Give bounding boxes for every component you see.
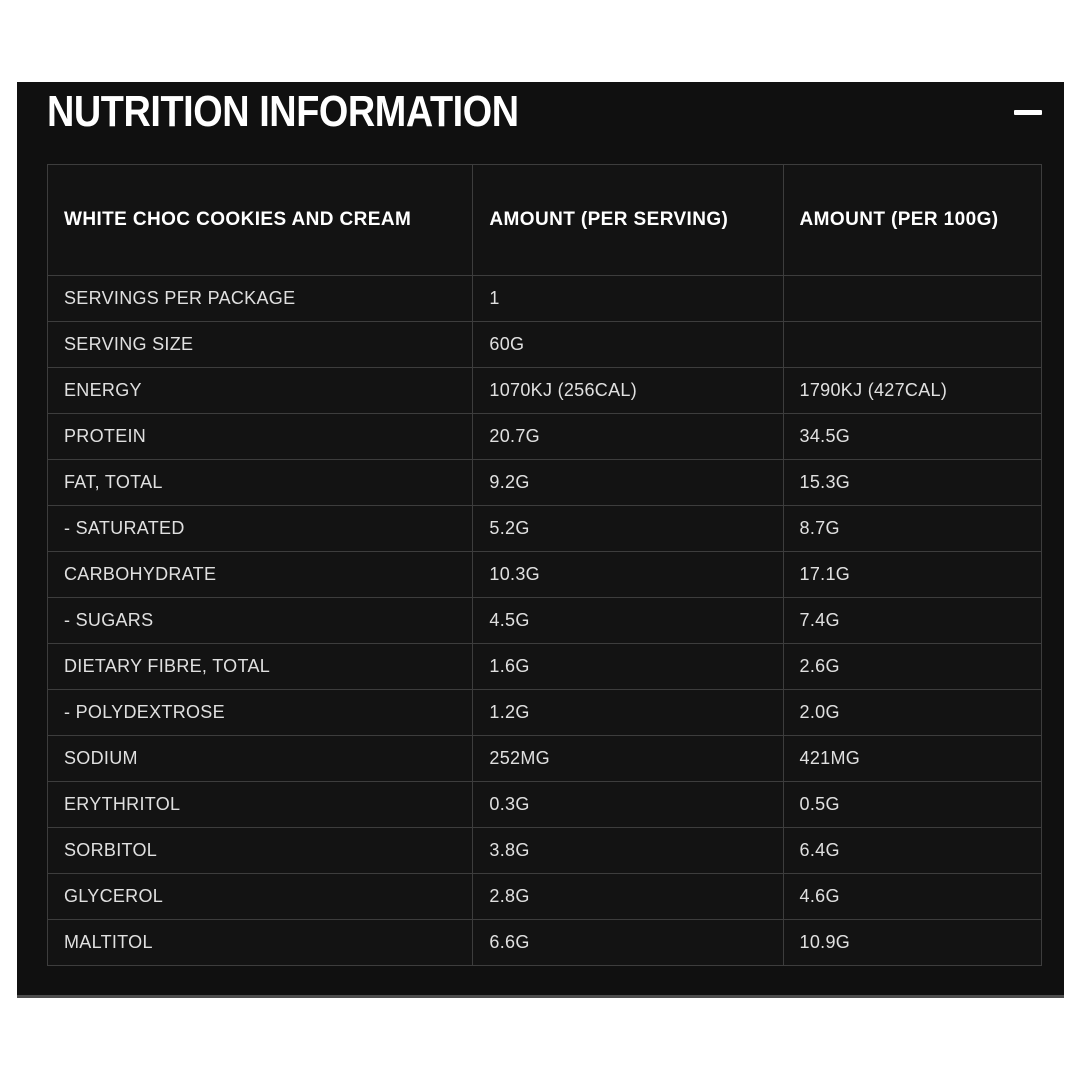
nutrition-table: WHITE CHOC COOKIES AND CREAM AMOUNT (PER… bbox=[46, 164, 1043, 966]
column-header-per-serving: AMOUNT (PER SERVING) bbox=[472, 164, 784, 276]
row-per-serving: 6.6G bbox=[472, 919, 784, 966]
row-per-100g: 421MG bbox=[782, 735, 1043, 782]
row-per-100g: 4.6G bbox=[782, 873, 1043, 920]
row-per-100g: 7.4G bbox=[782, 597, 1043, 644]
table-row: PROTEIN 20.7G 34.5G bbox=[46, 413, 1043, 460]
row-per-serving: 252MG bbox=[472, 735, 784, 782]
row-label: CARBOHYDRATE bbox=[46, 551, 474, 598]
row-label: - SATURATED bbox=[46, 505, 474, 552]
row-per-100g: 0.5G bbox=[782, 781, 1043, 828]
minus-icon[interactable] bbox=[1014, 109, 1042, 115]
row-label: ERYTHRITOL bbox=[46, 781, 474, 828]
row-per-serving: 3.8G bbox=[472, 827, 784, 874]
row-label: SODIUM bbox=[46, 735, 474, 782]
table-row: ENERGY 1070KJ (256CAL) 1790KJ (427CAL) bbox=[46, 367, 1043, 414]
table-row: ERYTHRITOL 0.3G 0.5G bbox=[46, 781, 1043, 828]
row-per-100g: 34.5G bbox=[782, 413, 1043, 460]
row-per-serving: 1 bbox=[472, 275, 784, 322]
row-per-serving: 60G bbox=[472, 321, 784, 368]
table-row: DIETARY FIBRE, TOTAL 1.6G 2.6G bbox=[46, 643, 1043, 690]
accordion-title: NUTRITION INFORMATION bbox=[47, 87, 519, 136]
table-row: MALTITOL 6.6G 10.9G bbox=[46, 919, 1043, 966]
row-per-100g: 6.4G bbox=[782, 827, 1043, 874]
row-per-serving: 4.5G bbox=[472, 597, 784, 644]
row-per-serving: 5.2G bbox=[472, 505, 784, 552]
table-row: GLYCEROL 2.8G 4.6G bbox=[46, 873, 1043, 920]
row-label: SERVING SIZE bbox=[46, 321, 474, 368]
row-label: PROTEIN bbox=[46, 413, 474, 460]
row-per-100g bbox=[782, 275, 1043, 322]
nutrition-accordion-panel: NUTRITION INFORMATION WHITE CHOC COOKIES… bbox=[17, 82, 1064, 998]
table-row: CARBOHYDRATE 10.3G 17.1G bbox=[46, 551, 1043, 598]
row-label: ENERGY bbox=[46, 367, 474, 414]
row-per-100g: 15.3G bbox=[782, 459, 1043, 506]
column-header-product: WHITE CHOC COOKIES AND CREAM bbox=[46, 164, 474, 276]
table-row: SERVINGS PER PACKAGE 1 bbox=[46, 275, 1043, 322]
table-row: - SATURATED 5.2G 8.7G bbox=[46, 505, 1043, 552]
table-header-row: WHITE CHOC COOKIES AND CREAM AMOUNT (PER… bbox=[46, 164, 1043, 276]
table-row: - SUGARS 4.5G 7.4G bbox=[46, 597, 1043, 644]
row-per-100g: 2.6G bbox=[782, 643, 1043, 690]
row-per-100g: 2.0G bbox=[782, 689, 1043, 736]
accordion-header[interactable]: NUTRITION INFORMATION bbox=[47, 86, 1042, 138]
row-per-100g: 10.9G bbox=[782, 919, 1043, 966]
row-label: - SUGARS bbox=[46, 597, 474, 644]
row-per-serving: 10.3G bbox=[472, 551, 784, 598]
row-per-100g: 1790KJ (427CAL) bbox=[782, 367, 1043, 414]
row-label: GLYCEROL bbox=[46, 873, 474, 920]
row-label: DIETARY FIBRE, TOTAL bbox=[46, 643, 474, 690]
table-row: - POLYDEXTROSE 1.2G 2.0G bbox=[46, 689, 1043, 736]
table-row: SODIUM 252MG 421MG bbox=[46, 735, 1043, 782]
row-per-serving: 1070KJ (256CAL) bbox=[472, 367, 784, 414]
row-label: FAT, TOTAL bbox=[46, 459, 474, 506]
row-label: SERVINGS PER PACKAGE bbox=[46, 275, 474, 322]
table-row: SORBITOL 3.8G 6.4G bbox=[46, 827, 1043, 874]
row-label: - POLYDEXTROSE bbox=[46, 689, 474, 736]
row-per-100g: 8.7G bbox=[782, 505, 1043, 552]
row-label: SORBITOL bbox=[46, 827, 474, 874]
row-per-serving: 1.2G bbox=[472, 689, 784, 736]
row-per-serving: 9.2G bbox=[472, 459, 784, 506]
row-per-serving: 1.6G bbox=[472, 643, 784, 690]
row-per-serving: 0.3G bbox=[472, 781, 784, 828]
row-per-serving: 20.7G bbox=[472, 413, 784, 460]
row-per-100g: 17.1G bbox=[782, 551, 1043, 598]
table-row: FAT, TOTAL 9.2G 15.3G bbox=[46, 459, 1043, 506]
row-label: MALTITOL bbox=[46, 919, 474, 966]
column-header-per-100g: AMOUNT (PER 100G) bbox=[782, 164, 1043, 276]
row-per-100g bbox=[782, 321, 1043, 368]
table-row: SERVING SIZE 60G bbox=[46, 321, 1043, 368]
row-per-serving: 2.8G bbox=[472, 873, 784, 920]
